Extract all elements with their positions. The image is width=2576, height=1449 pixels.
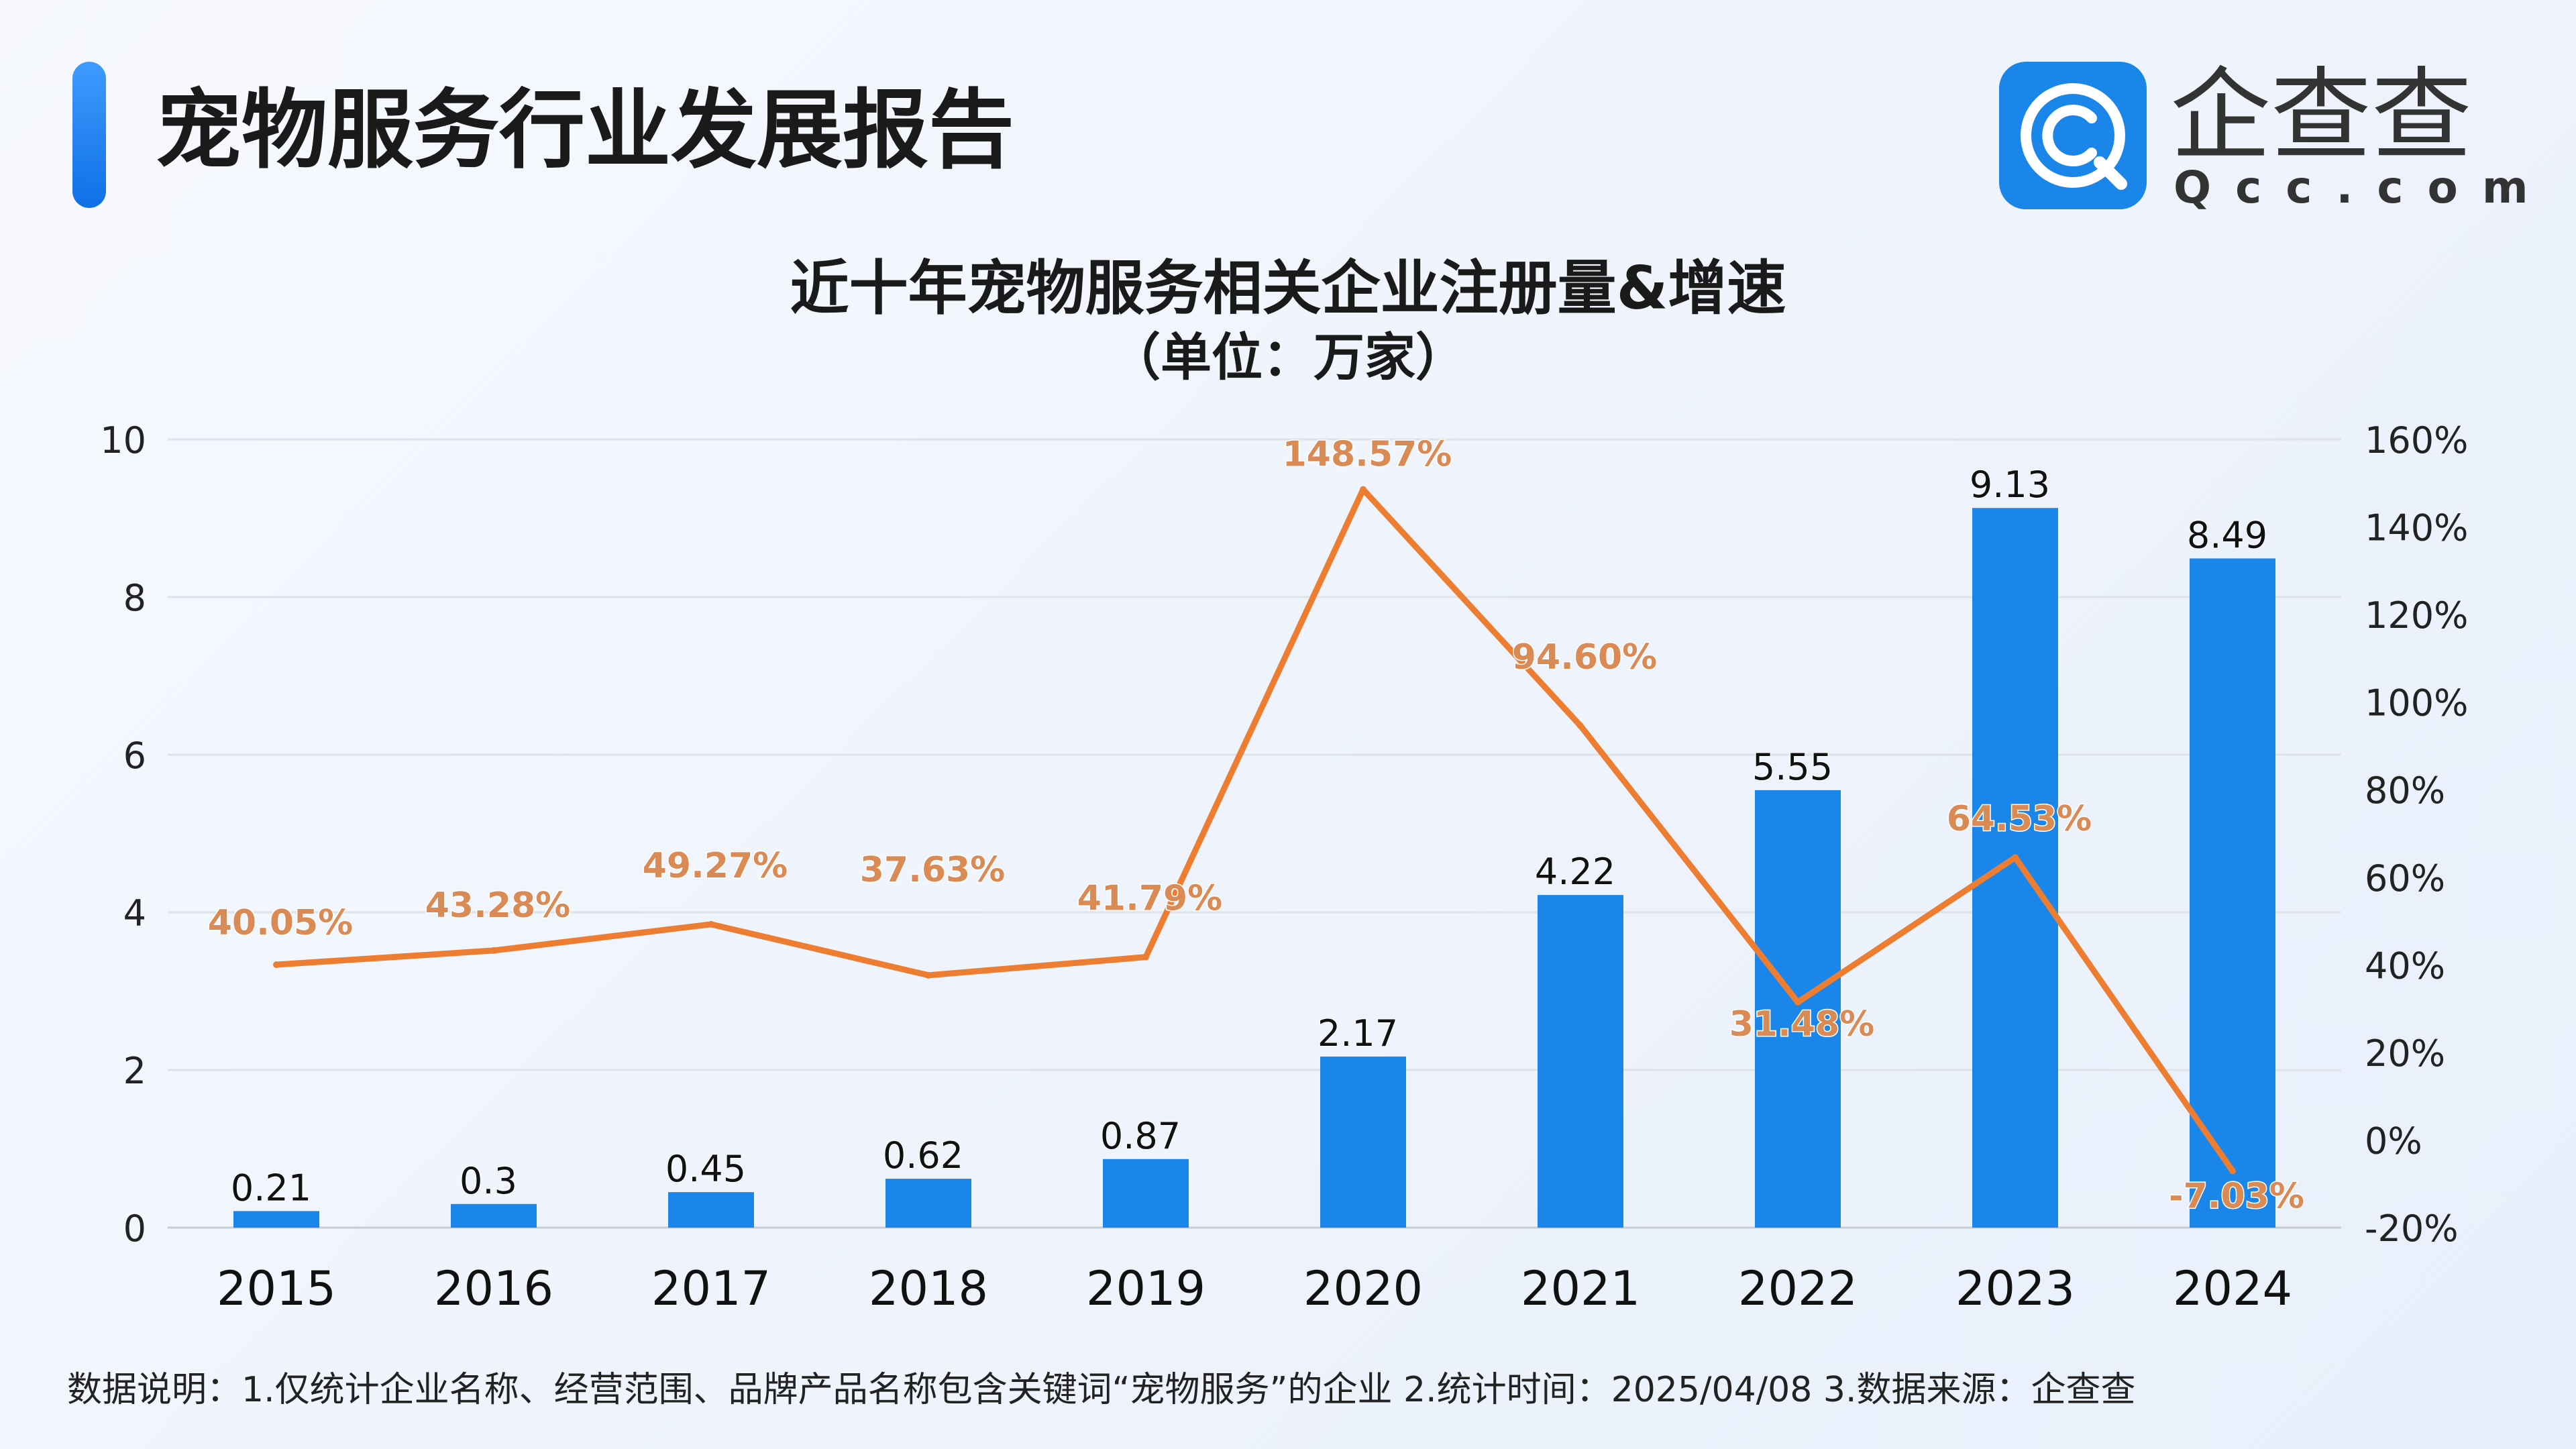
y-left-tick-label: 6 <box>123 735 146 777</box>
data-footnote: 数据说明：1.仅统计企业名称、经营范围、品牌产品名称包含关键词“宠物服务”的企业… <box>67 1370 2136 1410</box>
y-right-tick-label: 140% <box>2365 507 2468 549</box>
growth-point <box>708 920 714 928</box>
x-category-label: 2015 <box>217 1261 336 1316</box>
bar-value-label: 8.49 <box>2187 514 2267 556</box>
y-right-tick-label: 40% <box>2365 945 2445 987</box>
growth-label: 43.28% <box>425 885 571 926</box>
page-title: 宠物服务行业发展报告 <box>156 80 1015 180</box>
bar <box>668 1192 754 1228</box>
chart-title: 近十年宠物服务相关企业注册量&增速 <box>790 254 1786 323</box>
bar <box>233 1211 319 1228</box>
x-category-label: 2016 <box>434 1261 553 1316</box>
growth-line <box>276 486 2235 1173</box>
growth-point <box>2229 1167 2236 1175</box>
y-right-tick-label: 120% <box>2365 594 2468 637</box>
growth-label: 31.48% <box>1729 1004 1875 1044</box>
y-right-tick-label: 60% <box>2365 857 2445 900</box>
growth-point <box>1360 486 1366 493</box>
x-category-label: 2020 <box>1303 1261 1423 1316</box>
bar-value-label: 0.3 <box>460 1160 517 1202</box>
growth-label: 40.05% <box>208 903 354 943</box>
y-right-tick-label: 100% <box>2365 682 2468 724</box>
growth-point <box>1142 953 1149 961</box>
bar <box>1755 790 1841 1228</box>
growth-point <box>925 971 932 979</box>
bar-value-label: 2.17 <box>1318 1012 1398 1055</box>
y-left-tick-label: 0 <box>123 1208 146 1250</box>
y-right-tick-label: -20% <box>2365 1208 2459 1250</box>
x-category-label: 2024 <box>2173 1261 2292 1316</box>
bar-value-label: 0.87 <box>1100 1115 1181 1157</box>
bar <box>885 1179 971 1228</box>
growth-label: 94.60% <box>1512 637 1658 678</box>
bar-value-label: 0.21 <box>231 1167 311 1209</box>
y-right-tick-label: 80% <box>2365 769 2445 812</box>
logo-wordmark: 企查查 <box>2170 58 2473 174</box>
growth-point <box>2012 854 2019 861</box>
logo-url: Qcc.com <box>2174 162 2553 213</box>
x-category-label: 2018 <box>869 1261 988 1316</box>
growth-label: -7.03% <box>2169 1176 2304 1216</box>
growth-point <box>1577 722 1584 729</box>
y-left-tick-label: 2 <box>123 1050 146 1092</box>
y-left-tick-label: 8 <box>123 577 146 619</box>
bar <box>451 1203 537 1228</box>
bar-value-label: 4.22 <box>1535 851 1615 893</box>
growth-label: 37.63% <box>860 850 1006 890</box>
bar <box>1103 1159 1189 1228</box>
y-right-tick-label: 0% <box>2365 1120 2422 1162</box>
bar-value-label: 0.62 <box>883 1134 963 1177</box>
bar-value-label: 0.45 <box>665 1148 746 1190</box>
x-category-label: 2017 <box>651 1261 771 1316</box>
bar <box>2190 558 2275 1228</box>
y-left-tick-label: 4 <box>123 892 146 934</box>
bar <box>1538 895 1623 1228</box>
y-right-tick-label: 160% <box>2365 419 2468 462</box>
growth-point <box>273 961 280 969</box>
bar-value-label: 5.55 <box>1752 746 1833 788</box>
growth-point <box>1794 998 1801 1006</box>
x-category-label: 2021 <box>1521 1261 1640 1316</box>
growth-point <box>490 947 497 954</box>
bar <box>1972 508 2058 1228</box>
y-left-tick-label: 10 <box>100 419 146 462</box>
chart-subtitle: （单位：万家） <box>1110 327 1466 387</box>
growth-label: 64.53% <box>1947 799 2092 839</box>
x-category-label: 2022 <box>1738 1261 1858 1316</box>
x-category-label: 2023 <box>1955 1261 2075 1316</box>
growth-label: 49.27% <box>643 846 788 886</box>
growth-label: 41.79% <box>1077 879 1223 919</box>
qcc-logo-icon <box>1999 62 2147 209</box>
growth-label: 148.57% <box>1283 435 1452 475</box>
y-right-tick-label: 20% <box>2365 1032 2445 1075</box>
title-accent-bar <box>72 62 106 208</box>
bar <box>1320 1057 1406 1228</box>
bar-value-label: 9.13 <box>1970 464 2050 506</box>
x-category-label: 2019 <box>1086 1261 1205 1316</box>
